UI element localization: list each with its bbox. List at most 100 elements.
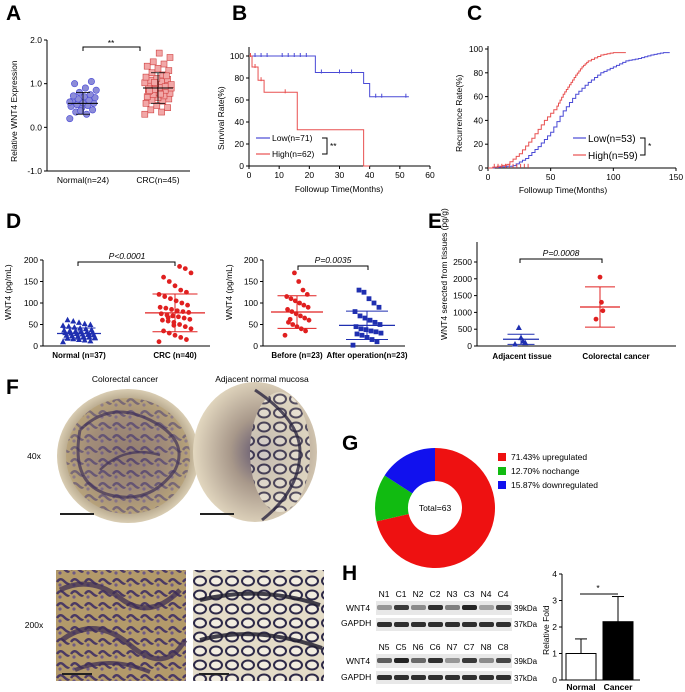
a-point-normal bbox=[66, 115, 74, 123]
d2-point-1 bbox=[354, 331, 360, 337]
h-blot2-gapdh-band bbox=[462, 675, 477, 680]
e-ytick-4: 500 bbox=[458, 324, 472, 334]
f-image-adjacent-200x bbox=[193, 570, 324, 681]
a-y-ticks: 2.0 1.0 0.0 -1.0 bbox=[27, 35, 47, 176]
a-point-crc bbox=[164, 104, 171, 111]
a-point-crc bbox=[161, 83, 169, 91]
h-blot1-wnt4-band bbox=[377, 605, 392, 610]
d1-point-1 bbox=[182, 324, 188, 330]
b-sig-stars: ** bbox=[330, 141, 337, 151]
h-blot1-lane-C4: C4 bbox=[498, 589, 509, 599]
d2-point-1 bbox=[367, 317, 373, 323]
d2-point-1 bbox=[353, 324, 359, 330]
e-ticks: 2500 2000 1500 1000 500 0 bbox=[453, 257, 477, 351]
a-sig-stars: ** bbox=[108, 38, 115, 48]
a-point-crc bbox=[155, 49, 163, 57]
d2-point-1 bbox=[377, 322, 383, 327]
c-legend-low: Low(n=53) bbox=[588, 134, 636, 145]
d1-point-0 bbox=[64, 316, 71, 323]
d1-ytick-4: 0 bbox=[33, 341, 38, 351]
d2-point-0 bbox=[287, 316, 293, 322]
d2-sig-bracket bbox=[297, 265, 369, 270]
h-ytick-4: 0 bbox=[552, 675, 557, 685]
d1-point-1 bbox=[173, 298, 179, 304]
panel-c: C 100 80 60 40 20 00 50 100 150 Recurrence Rate(… bbox=[454, 2, 683, 195]
d2-ytick-2: 100 bbox=[244, 298, 258, 308]
d1-point-1 bbox=[169, 307, 174, 312]
d1-point-0 bbox=[81, 320, 88, 327]
e-ytick-2: 1500 bbox=[453, 291, 472, 301]
d2-point-1 bbox=[376, 304, 382, 310]
c-x-label: Followup Time(Months) bbox=[519, 185, 608, 195]
d1-point-1 bbox=[168, 296, 173, 302]
b-ytick-0: 100 bbox=[230, 51, 244, 61]
h-blot1-wnt4-band bbox=[462, 605, 477, 610]
d1-point-1 bbox=[163, 305, 169, 311]
b-ytick-2: 60 bbox=[235, 95, 245, 105]
d1-point-1 bbox=[181, 315, 187, 321]
h-blot2-lane-C7: C7 bbox=[464, 642, 475, 652]
d1-point-1 bbox=[162, 294, 168, 299]
h-blot1-wnt4-band bbox=[496, 605, 511, 610]
h-blot1-lane-C3: C3 bbox=[464, 589, 475, 599]
d2-point-1 bbox=[361, 289, 367, 295]
a-point-normal bbox=[86, 91, 94, 99]
d2-point-0 bbox=[292, 298, 298, 304]
d2-point-1 bbox=[358, 326, 364, 332]
h-blot2-wnt4-band bbox=[428, 658, 443, 663]
c-ticks: 100 80 60 40 20 00 50 100 150 bbox=[469, 44, 684, 182]
a-point-normal bbox=[89, 106, 97, 114]
e-pvalue: P=0.0008 bbox=[543, 248, 580, 258]
h-blot1-gapdh-label: GAPDH bbox=[341, 618, 371, 628]
e-sig-bracket bbox=[519, 258, 603, 263]
d1-point-1 bbox=[156, 339, 162, 345]
b-xtick-2: 20 bbox=[305, 170, 315, 180]
h-blot2-lane-C8: C8 bbox=[498, 642, 509, 652]
a-sig-bracket bbox=[82, 46, 141, 51]
h-bar-normal bbox=[565, 653, 597, 681]
h-blot1-lane-C2: C2 bbox=[430, 589, 441, 599]
b-ytick-3: 40 bbox=[235, 117, 245, 127]
a-points bbox=[66, 49, 175, 123]
h-blot2-gapdh-band bbox=[411, 675, 426, 680]
c-ytick-1: 80 bbox=[474, 68, 484, 78]
d1-point-0 bbox=[76, 319, 82, 325]
a-point-crc bbox=[149, 58, 157, 66]
a-y-label: Relative WNT4 Expression bbox=[9, 60, 19, 162]
d2-point-1 bbox=[368, 328, 374, 334]
a-point-crc bbox=[151, 79, 158, 86]
d2-point-1 bbox=[350, 342, 356, 348]
d1-point-1 bbox=[174, 308, 180, 314]
h-blot2-gapdh-band bbox=[445, 675, 460, 680]
d2-ytick-0: 200 bbox=[244, 255, 258, 265]
c-xtick-3: 150 bbox=[669, 172, 683, 182]
b-curve-low bbox=[249, 55, 409, 98]
d1-point-1 bbox=[187, 316, 193, 322]
d2-ytick-1: 150 bbox=[244, 277, 258, 287]
e-x-tick-adjacent: Adjacent tissue bbox=[492, 352, 552, 361]
d1-x-tick-crc: CRC (n=40) bbox=[153, 351, 197, 360]
e-point-0 bbox=[515, 324, 522, 331]
h-blot2-lane-C5: C5 bbox=[396, 642, 407, 652]
h-ytick-1: 3 bbox=[552, 596, 557, 606]
d2-point-1 bbox=[362, 315, 368, 321]
d2-point-0 bbox=[297, 300, 302, 306]
a-point-crc bbox=[141, 110, 149, 118]
b-legend-low: Low(n=71) bbox=[272, 133, 313, 143]
d1-y-label: WNT4 (pg/mL) bbox=[3, 264, 13, 320]
e-x-tick-cancer: Colorectal cancer bbox=[582, 352, 649, 361]
b-xtick-1: 10 bbox=[274, 170, 284, 180]
g-slice-0 bbox=[376, 448, 495, 569]
g-legend-down: 15.87% downregulated bbox=[511, 480, 598, 490]
h-bar-cancer bbox=[602, 621, 634, 681]
c-ytick-2: 60 bbox=[474, 92, 484, 102]
a-point-normal bbox=[66, 98, 74, 106]
h-blot1-wnt4-band bbox=[411, 605, 426, 610]
h-blot1-wnt4-strip bbox=[376, 601, 512, 615]
a-ytick-0: 2.0 bbox=[30, 35, 42, 45]
d1-point-0 bbox=[72, 327, 79, 334]
h-blot1-gapdh-strip bbox=[376, 618, 512, 631]
b-y-label: Survival Rate(%) bbox=[216, 86, 226, 150]
h-blot2-wnt4-band bbox=[479, 658, 494, 663]
h-blot1-lane-C1: C1 bbox=[396, 589, 407, 599]
